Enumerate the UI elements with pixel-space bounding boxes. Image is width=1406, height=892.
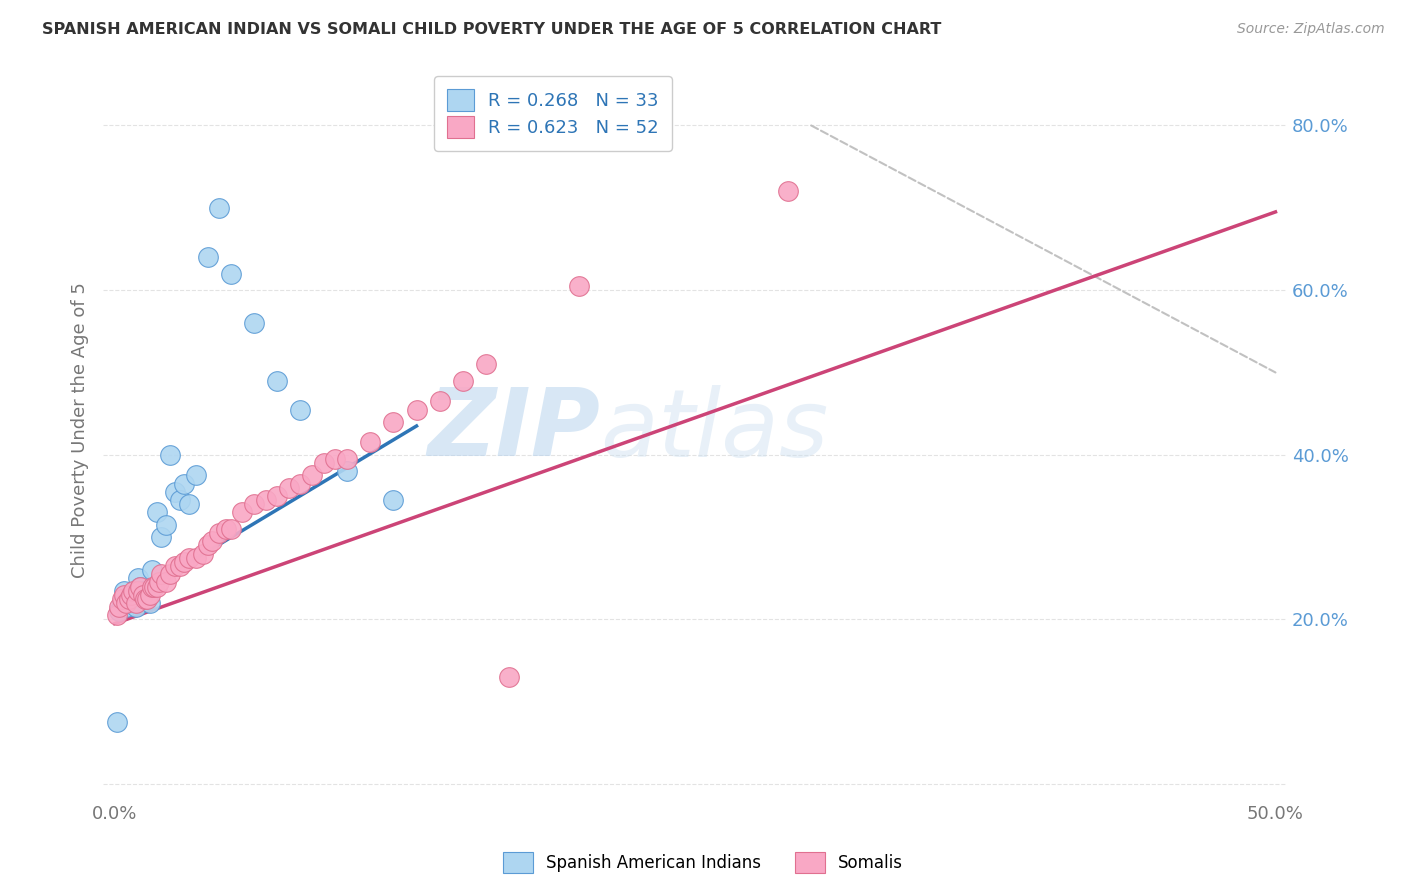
Point: [208, 201, 231, 215]
Point: [173, 555, 195, 569]
Point: [359, 435, 381, 450]
Point: [266, 489, 288, 503]
Point: [312, 456, 335, 470]
Point: [112, 588, 135, 602]
Point: [169, 493, 191, 508]
Point: [112, 583, 135, 598]
Point: [120, 588, 142, 602]
Point: [138, 588, 160, 602]
Point: [129, 580, 152, 594]
Point: [129, 580, 152, 594]
Point: [290, 476, 312, 491]
Point: [115, 600, 138, 615]
Point: [145, 505, 167, 519]
Point: [451, 374, 474, 388]
Point: [134, 591, 156, 606]
Point: [141, 563, 163, 577]
Point: [177, 497, 200, 511]
Point: [124, 596, 146, 610]
Point: [111, 591, 134, 606]
Point: [568, 279, 591, 293]
Point: [159, 448, 181, 462]
Point: [405, 402, 427, 417]
Point: [382, 493, 405, 508]
Point: [131, 583, 153, 598]
Point: [138, 596, 160, 610]
Y-axis label: Child Poverty Under the Age of 5: Child Poverty Under the Age of 5: [72, 282, 89, 578]
Point: [143, 580, 166, 594]
Point: [105, 715, 128, 730]
Point: [122, 596, 145, 610]
Point: [115, 596, 138, 610]
Point: [124, 600, 146, 615]
Legend: R = 0.268   N = 33, R = 0.623   N = 52: R = 0.268 N = 33, R = 0.623 N = 52: [434, 76, 672, 151]
Point: [201, 534, 224, 549]
Point: [197, 538, 219, 552]
Point: [141, 580, 163, 594]
Point: [301, 468, 323, 483]
Point: [173, 476, 195, 491]
Point: [323, 451, 346, 466]
Point: [127, 571, 149, 585]
Text: ZIP: ZIP: [427, 384, 600, 476]
Point: [165, 558, 187, 573]
Point: [118, 591, 141, 606]
Point: [159, 567, 181, 582]
Point: [150, 567, 173, 582]
Point: [134, 588, 156, 602]
Point: [243, 497, 266, 511]
Point: [111, 596, 134, 610]
Point: [108, 600, 131, 615]
Point: [122, 583, 145, 598]
Point: [145, 580, 167, 594]
Point: [120, 588, 142, 602]
Point: [150, 530, 173, 544]
Point: [136, 591, 159, 606]
Legend: Spanish American Indians, Somalis: Spanish American Indians, Somalis: [496, 846, 910, 880]
Point: [191, 547, 214, 561]
Point: [118, 591, 141, 606]
Point: [197, 250, 219, 264]
Point: [219, 522, 242, 536]
Point: [266, 374, 288, 388]
Point: [131, 588, 153, 602]
Point: [498, 670, 520, 684]
Point: [219, 267, 242, 281]
Point: [254, 493, 277, 508]
Text: atlas: atlas: [600, 384, 828, 475]
Point: [208, 526, 231, 541]
Point: [290, 402, 312, 417]
Point: [165, 484, 187, 499]
Point: [155, 575, 177, 590]
Point: [136, 591, 159, 606]
Point: [184, 550, 207, 565]
Point: [127, 583, 149, 598]
Text: Source: ZipAtlas.com: Source: ZipAtlas.com: [1237, 22, 1385, 37]
Point: [429, 394, 451, 409]
Point: [231, 505, 253, 519]
Point: [177, 550, 200, 565]
Point: [776, 185, 799, 199]
Point: [382, 415, 405, 429]
Point: [105, 608, 128, 623]
Point: [243, 316, 266, 330]
Point: [169, 558, 191, 573]
Point: [155, 517, 177, 532]
Point: [108, 604, 131, 618]
Point: [336, 451, 359, 466]
Point: [277, 481, 299, 495]
Point: [148, 575, 170, 590]
Point: [184, 468, 207, 483]
Point: [215, 522, 238, 536]
Point: [475, 357, 498, 371]
Point: [336, 464, 359, 478]
Text: SPANISH AMERICAN INDIAN VS SOMALI CHILD POVERTY UNDER THE AGE OF 5 CORRELATION C: SPANISH AMERICAN INDIAN VS SOMALI CHILD …: [42, 22, 942, 37]
